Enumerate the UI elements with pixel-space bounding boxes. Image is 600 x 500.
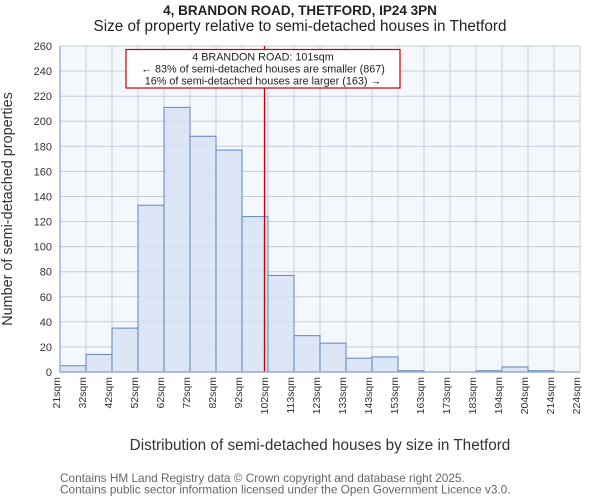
svg-text:160: 160 [34, 166, 52, 178]
svg-text:← 83% of semi-detached houses: ← 83% of semi-detached houses are smalle… [141, 64, 385, 76]
svg-text:153sqm: 153sqm [389, 377, 401, 415]
svg-text:120: 120 [34, 217, 52, 229]
svg-text:52sqm: 52sqm [129, 377, 141, 409]
svg-text:260: 260 [34, 41, 52, 53]
svg-text:204sqm: 204sqm [519, 377, 531, 415]
svg-text:123sqm: 123sqm [311, 377, 323, 415]
svg-text:214sqm: 214sqm [545, 377, 557, 415]
svg-text:220: 220 [34, 91, 52, 103]
svg-text:140: 140 [34, 192, 52, 204]
svg-text:40: 40 [40, 317, 52, 329]
svg-text:32sqm: 32sqm [77, 377, 89, 409]
svg-text:194sqm: 194sqm [493, 377, 505, 415]
svg-text:240: 240 [34, 66, 52, 78]
svg-text:183sqm: 183sqm [467, 377, 479, 415]
svg-text:92sqm: 92sqm [233, 377, 245, 409]
svg-text:20: 20 [40, 342, 52, 354]
svg-text:173sqm: 173sqm [441, 377, 453, 415]
svg-text:143sqm: 143sqm [363, 377, 375, 415]
svg-text:16% of semi-detached houses ar: 16% of semi-detached houses are larger (… [145, 76, 381, 88]
svg-text:62sqm: 62sqm [155, 377, 167, 409]
svg-text:224sqm: 224sqm [571, 377, 583, 415]
svg-text:60: 60 [40, 292, 52, 304]
svg-text:80: 80 [40, 267, 52, 279]
svg-text:21sqm: 21sqm [51, 377, 63, 409]
svg-text:102sqm: 102sqm [259, 377, 271, 415]
svg-text:82sqm: 82sqm [207, 377, 219, 409]
svg-text:163sqm: 163sqm [415, 377, 427, 415]
svg-text:42sqm: 42sqm [103, 377, 115, 409]
svg-text:4 BRANDON ROAD: 101sqm: 4 BRANDON ROAD: 101sqm [192, 52, 334, 64]
svg-text:Number of semi-detached proper: Number of semi-detached properties [0, 92, 16, 326]
svg-text:Distribution of semi-detached: Distribution of semi-detached houses by … [130, 437, 511, 454]
svg-text:133sqm: 133sqm [337, 377, 349, 415]
svg-text:180: 180 [34, 141, 52, 153]
svg-text:72sqm: 72sqm [181, 377, 193, 409]
svg-text:Contains public sector informa: Contains public sector information licen… [60, 483, 511, 497]
svg-text:100: 100 [34, 242, 52, 254]
svg-text:200: 200 [34, 116, 52, 128]
svg-text:113sqm: 113sqm [285, 377, 297, 414]
